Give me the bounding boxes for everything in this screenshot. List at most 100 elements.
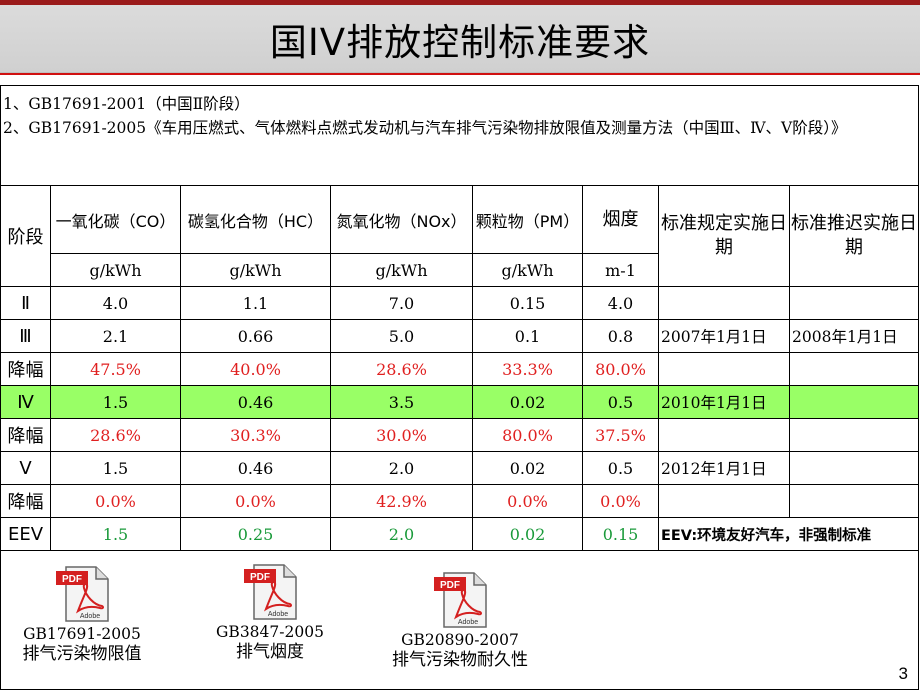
attachment-gb20890[interactable]: PDF Adobe GB20890-2007 排气污染物耐久性 bbox=[380, 571, 540, 671]
stage-cell: Ⅲ bbox=[0, 319, 51, 353]
smoke-cell: 0.8 bbox=[582, 319, 659, 353]
std-date-cell: 2007年1月1日 bbox=[658, 319, 790, 353]
co-cell: 1.5 bbox=[50, 451, 181, 485]
delay-date-cell bbox=[788, 418, 920, 452]
header-nox: 氮氧化物（NOx） bbox=[330, 185, 473, 254]
standards-intro: 1、GB17691-2001（中国Ⅱ阶段） 2、GB17691-2005《车用压… bbox=[0, 85, 920, 186]
header-delay-date: 标准推迟实施日期 bbox=[788, 185, 920, 287]
nox-cell: 5.0 bbox=[330, 319, 473, 353]
title-bar: 国IV排放控制标准要求 bbox=[0, 0, 920, 73]
co-cell: 1.5 bbox=[50, 385, 181, 419]
delay-date-cell bbox=[788, 352, 920, 386]
co-reduction: 0.0% bbox=[50, 484, 181, 518]
co-cell: 4.0 bbox=[50, 286, 181, 320]
adobe-label: Adobe bbox=[458, 619, 478, 626]
stage-cell: Ⅳ bbox=[0, 385, 51, 419]
smoke-reduction: 0.0% bbox=[582, 484, 659, 518]
hc-cell: 0.66 bbox=[180, 319, 331, 353]
delay-date-cell bbox=[788, 385, 920, 419]
file-description: 排气烟度 bbox=[236, 642, 304, 662]
attachment-gb3847[interactable]: PDF Adobe GB3847-2005 排气烟度 bbox=[200, 563, 340, 663]
table-row: Ⅱ 4.0 1.1 7.0 0.15 4.0 bbox=[0, 286, 920, 320]
smoke-reduction: 80.0% bbox=[582, 352, 659, 386]
adobe-label: Adobe bbox=[268, 611, 288, 618]
reduction-row: 降幅 0.0% 0.0% 42.9% 0.0% 0.0% bbox=[0, 484, 920, 518]
header-co: 一氧化碳（CO） bbox=[50, 185, 181, 254]
hc-cell: 0.46 bbox=[180, 451, 331, 485]
file-name: GB17691-2005 bbox=[23, 625, 141, 643]
std-date-cell bbox=[658, 352, 790, 386]
std-date-cell: 2010年1月1日 bbox=[658, 385, 790, 419]
nox-reduction: 28.6% bbox=[330, 352, 473, 386]
pm-reduction: 80.0% bbox=[472, 418, 583, 452]
stage-cell: 降幅 bbox=[0, 418, 51, 452]
delay-date-cell bbox=[788, 451, 920, 485]
co-reduction: 47.5% bbox=[50, 352, 181, 386]
pdf-badge: PDF bbox=[62, 574, 82, 585]
nox-reduction: 42.9% bbox=[330, 484, 473, 518]
unit-smoke: m-1 bbox=[582, 253, 659, 287]
pm-cell: 0.02 bbox=[472, 385, 583, 419]
smoke-cell: 4.0 bbox=[582, 286, 659, 320]
pdf-file-icon: PDF Adobe bbox=[242, 563, 298, 621]
file-name: GB3847-2005 bbox=[216, 623, 324, 641]
hc-reduction: 40.0% bbox=[180, 352, 331, 386]
pm-cell: 0.15 bbox=[472, 286, 583, 320]
header-std-date: 标准规定实施日期 bbox=[658, 185, 790, 287]
nox-cell: 2.0 bbox=[330, 517, 473, 551]
file-description: 排气污染物耐久性 bbox=[392, 650, 528, 670]
pdf-file-icon: PDF Adobe bbox=[54, 565, 110, 623]
pdf-badge: PDF bbox=[440, 580, 460, 591]
std-date-cell: 2012年1月1日 bbox=[658, 451, 790, 485]
stage-cell: Ⅱ bbox=[0, 286, 51, 320]
co-cell: 1.5 bbox=[50, 517, 181, 551]
hc-cell: 0.46 bbox=[180, 385, 331, 419]
pdf-file-icon: PDF Adobe bbox=[432, 571, 488, 629]
page-number: 3 bbox=[898, 664, 908, 683]
intro-line-2: 2、GB17691-2005《车用压燃式、气体燃料点燃式发动机与汽车排气污染物排… bbox=[3, 119, 847, 137]
unit-hc: g/kWh bbox=[180, 253, 331, 287]
std-date-cell bbox=[658, 418, 790, 452]
unit-nox: g/kWh bbox=[330, 253, 473, 287]
nox-cell: 3.5 bbox=[330, 385, 473, 419]
eev-note: EEV:环境友好汽车，非强制标准 bbox=[657, 517, 920, 551]
eev-row: EEV 1.5 0.25 2.0 0.02 0.15 EEV:环境友好汽车，非强… bbox=[0, 517, 920, 551]
nox-cell: 2.0 bbox=[330, 451, 473, 485]
header-smoke: 烟度 bbox=[582, 185, 659, 254]
table-row-highlighted: Ⅳ 1.5 0.46 3.5 0.02 0.5 2010年1月1日 bbox=[0, 385, 920, 419]
pdf-badge: PDF bbox=[250, 572, 270, 583]
hc-reduction: 0.0% bbox=[180, 484, 331, 518]
header-pm: 颗粒物（PM） bbox=[472, 185, 583, 254]
slide-title: 国IV排放控制标准要求 bbox=[269, 21, 651, 64]
attachment-gb17691[interactable]: PDF Adobe GB17691-2005 排气污染物限值 bbox=[12, 565, 152, 665]
hc-cell: 0.25 bbox=[180, 517, 331, 551]
stage-cell: 降幅 bbox=[0, 484, 51, 518]
nox-reduction: 30.0% bbox=[330, 418, 473, 452]
hc-cell: 1.1 bbox=[180, 286, 331, 320]
pm-cell: 0.02 bbox=[472, 451, 583, 485]
pm-cell: 0.02 bbox=[472, 517, 583, 551]
delay-date-cell bbox=[788, 484, 920, 518]
std-date-cell bbox=[658, 484, 790, 518]
pm-cell: 0.1 bbox=[472, 319, 583, 353]
table-row: Ⅴ 1.5 0.46 2.0 0.02 0.5 2012年1月1日 bbox=[0, 451, 920, 485]
smoke-cell: 0.5 bbox=[582, 451, 659, 485]
emission-standards-table: 1、GB17691-2001（中国Ⅱ阶段） 2、GB17691-2005《车用压… bbox=[0, 85, 920, 551]
unit-pm: g/kWh bbox=[472, 253, 583, 287]
co-reduction: 28.6% bbox=[50, 418, 181, 452]
reduction-row: 降幅 47.5% 40.0% 28.6% 33.3% 80.0% bbox=[0, 352, 920, 386]
header-hc: 碳氢化合物（HC） bbox=[180, 185, 331, 254]
stage-cell: Ⅴ bbox=[0, 451, 51, 485]
smoke-cell: 0.5 bbox=[582, 385, 659, 419]
header-stage: 阶段 bbox=[0, 185, 51, 287]
file-description: 排气污染物限值 bbox=[22, 644, 142, 664]
delay-date-cell: 2008年1月1日 bbox=[788, 319, 920, 353]
title-divider bbox=[0, 73, 920, 75]
stage-cell: EEV bbox=[0, 517, 51, 551]
table-row: Ⅲ 2.1 0.66 5.0 0.1 0.8 2007年1月1日 2008年1月… bbox=[0, 319, 920, 353]
co-cell: 2.1 bbox=[50, 319, 181, 353]
smoke-cell: 0.15 bbox=[582, 517, 659, 551]
delay-date-cell bbox=[788, 286, 920, 320]
pm-reduction: 33.3% bbox=[472, 352, 583, 386]
nox-cell: 7.0 bbox=[330, 286, 473, 320]
